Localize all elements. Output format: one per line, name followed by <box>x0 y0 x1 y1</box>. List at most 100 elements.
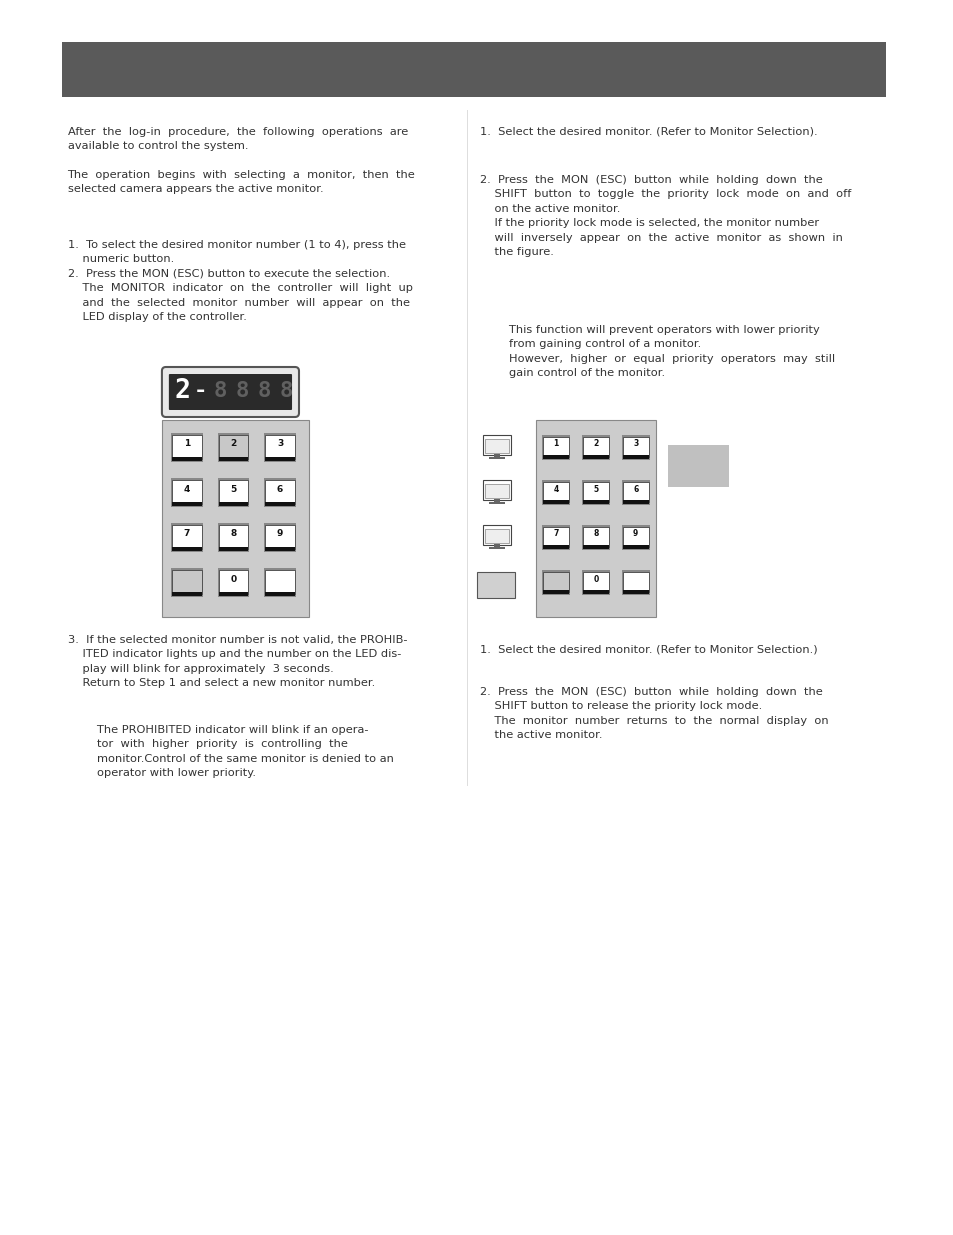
Bar <box>162 420 309 618</box>
Bar <box>536 420 655 618</box>
Bar <box>218 457 248 461</box>
Bar <box>543 500 569 504</box>
Bar <box>621 525 649 550</box>
Bar <box>622 482 648 501</box>
Bar <box>543 437 569 457</box>
Bar <box>484 438 508 453</box>
Bar <box>582 437 608 457</box>
Text: 2.  Press  the  MON  (ESC)  button  while  holding  down  the
    SHIFT  button : 2. Press the MON (ESC) button while hold… <box>479 175 850 257</box>
Text: 2.  Press  the  MON  (ESC)  button  while  holding  down  the
    SHIFT button t: 2. Press the MON (ESC) button while hold… <box>479 687 827 740</box>
Text: 3.  If the selected monitor number is not valid, the PROHIB-
    ITED indicator : 3. If the selected monitor number is not… <box>68 635 407 688</box>
Bar <box>171 478 202 508</box>
Bar <box>581 571 609 595</box>
Bar <box>581 435 609 459</box>
Bar <box>265 480 294 504</box>
Text: 3: 3 <box>633 440 638 448</box>
Text: 6: 6 <box>276 484 283 494</box>
Text: 4: 4 <box>553 484 558 494</box>
Text: 7: 7 <box>553 530 558 538</box>
Bar <box>482 435 510 454</box>
Bar <box>622 527 648 547</box>
Bar <box>265 592 294 597</box>
Bar <box>543 572 569 592</box>
Bar <box>482 480 510 500</box>
Bar <box>543 454 569 459</box>
Text: 4: 4 <box>183 484 190 494</box>
Bar <box>542 435 570 459</box>
Text: After  the  log-in  procedure,  the  following  operations  are
available to con: After the log-in procedure, the followin… <box>68 127 407 152</box>
Bar <box>264 433 295 462</box>
Bar <box>622 500 648 504</box>
Bar <box>171 522 202 552</box>
Bar <box>172 525 201 550</box>
Text: -: - <box>193 382 207 401</box>
Text: 5: 5 <box>593 484 598 494</box>
Text: 8: 8 <box>230 530 236 538</box>
Bar <box>622 572 648 592</box>
Bar <box>621 480 649 505</box>
Bar <box>172 435 201 459</box>
Bar <box>667 445 728 487</box>
Text: 1.  Select the desired monitor. (Refer to Monitor Selection.): 1. Select the desired monitor. (Refer to… <box>479 645 817 655</box>
Text: 2: 2 <box>230 440 236 448</box>
Text: 8: 8 <box>593 530 598 538</box>
Bar <box>581 480 609 505</box>
FancyBboxPatch shape <box>162 367 298 417</box>
Bar <box>217 568 249 597</box>
Bar <box>582 545 608 550</box>
Bar <box>218 480 248 504</box>
Text: 7: 7 <box>183 530 190 538</box>
Bar <box>265 547 294 551</box>
Bar <box>493 543 499 547</box>
Bar <box>172 457 201 461</box>
Bar <box>582 527 608 547</box>
Bar <box>484 484 508 498</box>
Text: 8: 8 <box>235 382 249 401</box>
Bar <box>543 590 569 594</box>
Bar <box>622 545 648 550</box>
Bar <box>484 529 508 543</box>
Bar <box>621 571 649 595</box>
Bar <box>476 572 514 598</box>
Bar <box>581 525 609 550</box>
Bar <box>265 571 294 594</box>
Bar <box>172 571 201 594</box>
Bar <box>488 547 504 550</box>
Bar <box>218 525 248 550</box>
Bar <box>543 527 569 547</box>
Text: 3: 3 <box>276 440 283 448</box>
Bar <box>264 478 295 508</box>
Bar <box>172 501 201 506</box>
Bar <box>171 433 202 462</box>
Text: 9: 9 <box>633 530 638 538</box>
Bar <box>582 482 608 501</box>
Bar <box>482 525 510 545</box>
Bar <box>493 454 499 457</box>
Bar <box>622 454 648 459</box>
Bar <box>218 547 248 551</box>
Bar <box>218 435 248 459</box>
Bar <box>493 499 499 501</box>
Bar <box>582 500 608 504</box>
FancyBboxPatch shape <box>169 374 292 410</box>
Text: 8: 8 <box>213 382 227 401</box>
Text: 6: 6 <box>633 484 638 494</box>
Bar <box>621 435 649 459</box>
Bar <box>217 522 249 552</box>
Bar <box>264 522 295 552</box>
Bar <box>582 454 608 459</box>
Text: 2: 2 <box>593 440 598 448</box>
Bar <box>488 457 504 459</box>
Bar <box>172 592 201 597</box>
Text: 8: 8 <box>257 382 271 401</box>
Bar <box>217 478 249 508</box>
Bar <box>543 482 569 501</box>
Bar <box>542 480 570 505</box>
Bar <box>217 433 249 462</box>
Text: 2: 2 <box>174 378 191 404</box>
Bar <box>488 501 504 504</box>
Bar <box>582 590 608 594</box>
Bar <box>543 545 569 550</box>
Bar <box>172 547 201 551</box>
Bar <box>172 480 201 504</box>
